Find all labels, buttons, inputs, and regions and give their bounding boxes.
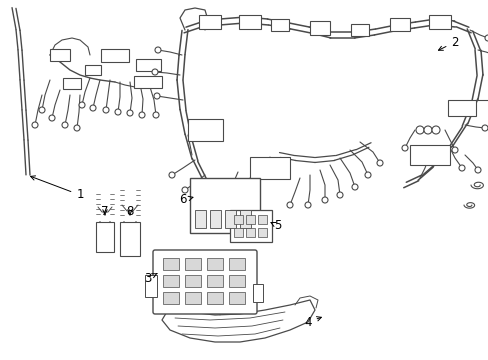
Bar <box>85 65 101 75</box>
Circle shape <box>423 126 431 134</box>
Circle shape <box>484 35 488 41</box>
Bar <box>199 15 221 29</box>
FancyBboxPatch shape <box>153 250 257 314</box>
Bar <box>309 21 329 35</box>
Bar <box>184 292 201 304</box>
Circle shape <box>155 47 161 53</box>
Bar <box>240 210 250 228</box>
Circle shape <box>62 122 68 128</box>
Bar <box>245 228 254 237</box>
Bar <box>101 49 129 62</box>
Circle shape <box>152 69 158 75</box>
Bar <box>50 49 70 61</box>
Bar <box>134 76 162 88</box>
Bar <box>409 145 449 165</box>
Bar <box>428 15 450 29</box>
Circle shape <box>321 197 327 203</box>
Bar <box>270 19 288 31</box>
Bar <box>224 210 236 228</box>
Bar <box>447 100 475 116</box>
Circle shape <box>351 184 357 190</box>
Bar <box>234 228 243 237</box>
Circle shape <box>194 207 200 213</box>
Bar <box>190 178 260 233</box>
Text: 4: 4 <box>304 315 321 328</box>
Circle shape <box>169 172 175 178</box>
Bar <box>163 258 179 270</box>
Bar <box>184 258 201 270</box>
Circle shape <box>90 105 96 111</box>
Bar <box>96 222 114 252</box>
Text: 6: 6 <box>179 193 193 207</box>
Text: 5: 5 <box>270 220 281 233</box>
Circle shape <box>248 210 254 216</box>
Bar <box>184 275 201 287</box>
Bar <box>209 210 221 228</box>
Bar <box>229 210 271 242</box>
Bar <box>120 222 140 256</box>
Bar <box>163 275 179 287</box>
Circle shape <box>154 93 160 99</box>
Circle shape <box>182 187 187 193</box>
Circle shape <box>115 109 121 115</box>
Circle shape <box>79 102 85 108</box>
Bar <box>163 292 179 304</box>
Bar <box>239 15 261 29</box>
Bar <box>63 77 81 89</box>
Bar <box>206 275 223 287</box>
Circle shape <box>481 125 487 131</box>
Text: 8: 8 <box>126 206 133 219</box>
Circle shape <box>49 115 55 121</box>
Bar <box>195 210 205 228</box>
Circle shape <box>153 112 159 118</box>
Circle shape <box>451 147 457 153</box>
Circle shape <box>431 126 439 134</box>
Circle shape <box>224 197 230 203</box>
Circle shape <box>39 107 45 113</box>
Circle shape <box>103 107 109 113</box>
Bar <box>228 292 244 304</box>
Bar <box>228 258 244 270</box>
Bar <box>206 258 223 270</box>
Text: 2: 2 <box>438 36 458 50</box>
Circle shape <box>401 145 407 151</box>
Circle shape <box>458 165 464 171</box>
Circle shape <box>376 160 382 166</box>
Bar <box>350 24 368 36</box>
Circle shape <box>237 205 243 211</box>
Bar <box>234 215 243 224</box>
Circle shape <box>415 126 423 134</box>
Circle shape <box>474 167 480 173</box>
Bar <box>187 119 222 141</box>
Text: 7: 7 <box>101 206 108 219</box>
Circle shape <box>127 110 133 116</box>
Circle shape <box>336 192 342 198</box>
Bar <box>258 215 266 224</box>
Circle shape <box>74 125 80 131</box>
Text: 1: 1 <box>31 176 83 202</box>
Circle shape <box>139 112 145 118</box>
Bar <box>389 18 409 31</box>
Bar <box>206 292 223 304</box>
Bar <box>135 59 160 71</box>
Circle shape <box>305 202 310 208</box>
Bar <box>258 228 266 237</box>
Bar <box>145 275 157 297</box>
Circle shape <box>286 202 292 208</box>
Bar <box>249 157 289 179</box>
Circle shape <box>32 122 38 128</box>
Bar <box>228 275 244 287</box>
Bar <box>245 215 254 224</box>
Circle shape <box>364 172 370 178</box>
Bar <box>252 284 263 302</box>
Text: 3: 3 <box>144 271 157 284</box>
